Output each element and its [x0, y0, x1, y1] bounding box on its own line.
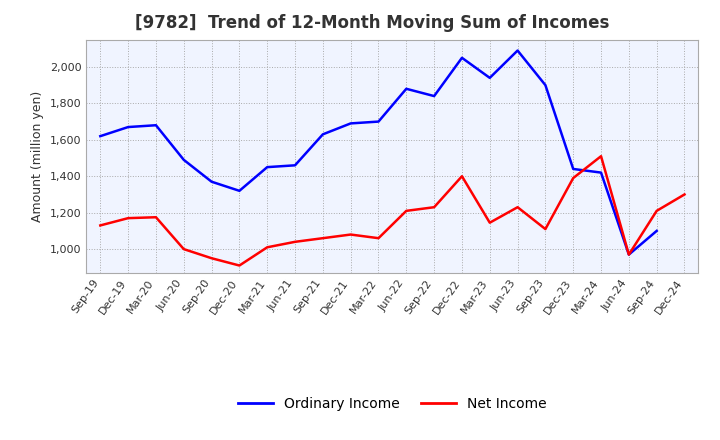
Net Income	[597, 154, 606, 159]
Net Income	[430, 205, 438, 210]
Line: Ordinary Income: Ordinary Income	[100, 51, 657, 255]
Ordinary Income	[346, 121, 355, 126]
Ordinary Income	[318, 132, 327, 137]
Net Income	[263, 245, 271, 250]
Net Income	[346, 232, 355, 237]
Ordinary Income	[652, 228, 661, 234]
Ordinary Income	[263, 165, 271, 170]
Net Income	[152, 215, 161, 220]
Net Income	[291, 239, 300, 245]
Net Income	[485, 220, 494, 225]
Net Income	[179, 246, 188, 252]
Ordinary Income	[402, 86, 410, 92]
Net Income	[207, 256, 216, 261]
Net Income	[402, 208, 410, 213]
Ordinary Income	[179, 157, 188, 162]
Ordinary Income	[124, 125, 132, 130]
Ordinary Income	[152, 123, 161, 128]
Legend: Ordinary Income, Net Income: Ordinary Income, Net Income	[233, 392, 552, 417]
Net Income	[96, 223, 104, 228]
Net Income	[569, 176, 577, 181]
Ordinary Income	[624, 252, 633, 257]
Net Income	[374, 235, 383, 241]
Line: Net Income: Net Income	[100, 156, 685, 265]
Ordinary Income	[569, 166, 577, 172]
Ordinary Income	[485, 75, 494, 81]
Ordinary Income	[541, 83, 550, 88]
Net Income	[318, 235, 327, 241]
Ordinary Income	[235, 188, 243, 194]
Ordinary Income	[458, 55, 467, 60]
Net Income	[680, 192, 689, 197]
Net Income	[513, 205, 522, 210]
Net Income	[458, 174, 467, 179]
Net Income	[652, 208, 661, 213]
Net Income	[124, 216, 132, 221]
Ordinary Income	[374, 119, 383, 124]
Net Income	[624, 252, 633, 257]
Ordinary Income	[291, 163, 300, 168]
Text: [9782]  Trend of 12-Month Moving Sum of Incomes: [9782] Trend of 12-Month Moving Sum of I…	[135, 15, 610, 33]
Y-axis label: Amount (million yen): Amount (million yen)	[32, 91, 45, 222]
Ordinary Income	[430, 93, 438, 99]
Ordinary Income	[96, 133, 104, 139]
Ordinary Income	[513, 48, 522, 53]
Net Income	[235, 263, 243, 268]
Ordinary Income	[207, 179, 216, 184]
Net Income	[541, 227, 550, 232]
Ordinary Income	[597, 170, 606, 175]
